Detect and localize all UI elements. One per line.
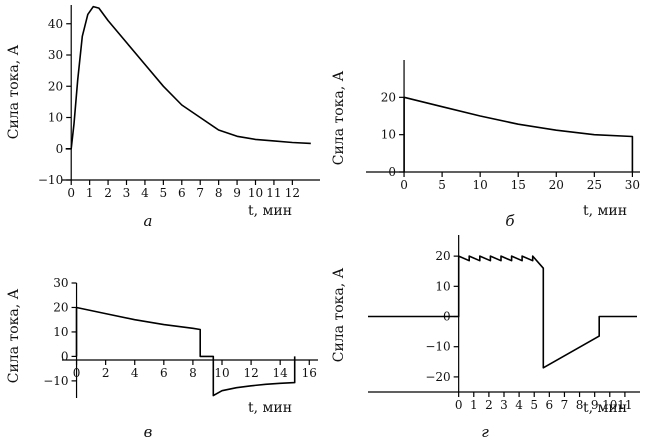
current-curve [404,97,632,172]
x-axis-label: t, мин [583,400,627,416]
current-curve [66,7,311,149]
x-tick-label: 16 [302,366,317,380]
x-tick-label: 1 [86,186,94,200]
x-tick-label: 30 [625,178,640,192]
y-tick-label: 10 [435,279,450,293]
x-tick-label: 20 [549,178,564,192]
y-tick-label: 10 [381,128,396,142]
x-tick-label: 10 [473,178,488,192]
x-tick-label: 12 [285,186,300,200]
y-axis-label: Сила тока, А [331,267,347,362]
panel-label: б [505,212,515,230]
y-tick-label: 20 [435,249,450,263]
y-tick-label: 0 [61,349,69,363]
x-tick-label: 6 [160,366,168,380]
x-axis-label: t, мин [248,203,292,219]
x-tick-label: 9 [233,186,241,200]
x-tick-label: 2 [102,366,110,380]
x-tick-label: 0 [400,178,408,192]
x-tick-label: 3 [123,186,131,200]
y-axis-label: Сила тока, А [6,288,22,383]
x-tick-label: 0 [73,366,81,380]
y-tick-label: −10 [425,340,450,354]
x-tick-label: 4 [131,366,139,380]
x-tick-label: 4 [141,186,149,200]
y-tick-label: 20 [48,79,63,93]
y-tick-label: −10 [38,173,63,187]
y-tick-label: 0 [388,165,396,179]
x-tick-label: 0 [67,186,75,200]
x-tick-label: 5 [438,178,446,192]
y-tick-label: 30 [48,48,63,62]
x-tick-label: 5 [530,398,538,412]
x-tick-label: 2 [104,186,112,200]
y-tick-label: 40 [48,17,63,31]
x-tick-label: 25 [587,178,602,192]
x-tick-label: 15 [511,178,526,192]
y-tick-label: 10 [53,325,68,339]
x-tick-label: 0 [455,398,463,412]
x-tick-label: 6 [546,398,554,412]
x-axis-label: t, мин [248,400,292,416]
y-tick-label: −20 [425,370,450,384]
x-tick-label: 11 [266,186,281,200]
x-tick-label: 6 [178,186,186,200]
x-tick-label: 2 [485,398,493,412]
y-tick-label: 30 [53,276,68,290]
x-tick-label: 7 [561,398,569,412]
y-tick-label: 10 [48,111,63,125]
x-tick-label: 10 [214,366,229,380]
current-curve [77,308,295,396]
x-tick-label: 14 [273,366,289,380]
x-tick-label: 3 [500,398,508,412]
panel-label: а [144,212,153,230]
y-axis-label: Сила тока, А [6,44,22,139]
x-tick-label: 1 [470,398,478,412]
y-tick-label: 20 [53,300,68,314]
x-tick-label: 7 [196,186,204,200]
chart-panel-b: 0 10 20 0 5 10 15 20 25 30 Сила тока, А t, мин б [331,60,640,230]
x-tick-label: 4 [515,398,523,412]
y-tick-label: 20 [381,90,396,104]
y-tick-label: −10 [43,374,68,388]
y-axis-label: Сила тока, А [331,70,347,165]
panel-label: г [481,423,489,441]
x-tick-label: 8 [215,186,223,200]
x-tick-label: 5 [160,186,168,200]
chart-panel-v: −10 0 10 20 30 0 2 4 6 8 10 12 14 16 Сила тока, А t, ми… [6,276,318,441]
x-tick-label: 12 [243,366,258,380]
x-axis-label: t, мин [583,203,627,219]
y-tick-label: 0 [56,142,64,156]
current-curve [368,256,637,368]
panel-label: в [144,423,153,441]
x-tick-label: 8 [189,366,197,380]
x-tick-label: 10 [248,186,263,200]
